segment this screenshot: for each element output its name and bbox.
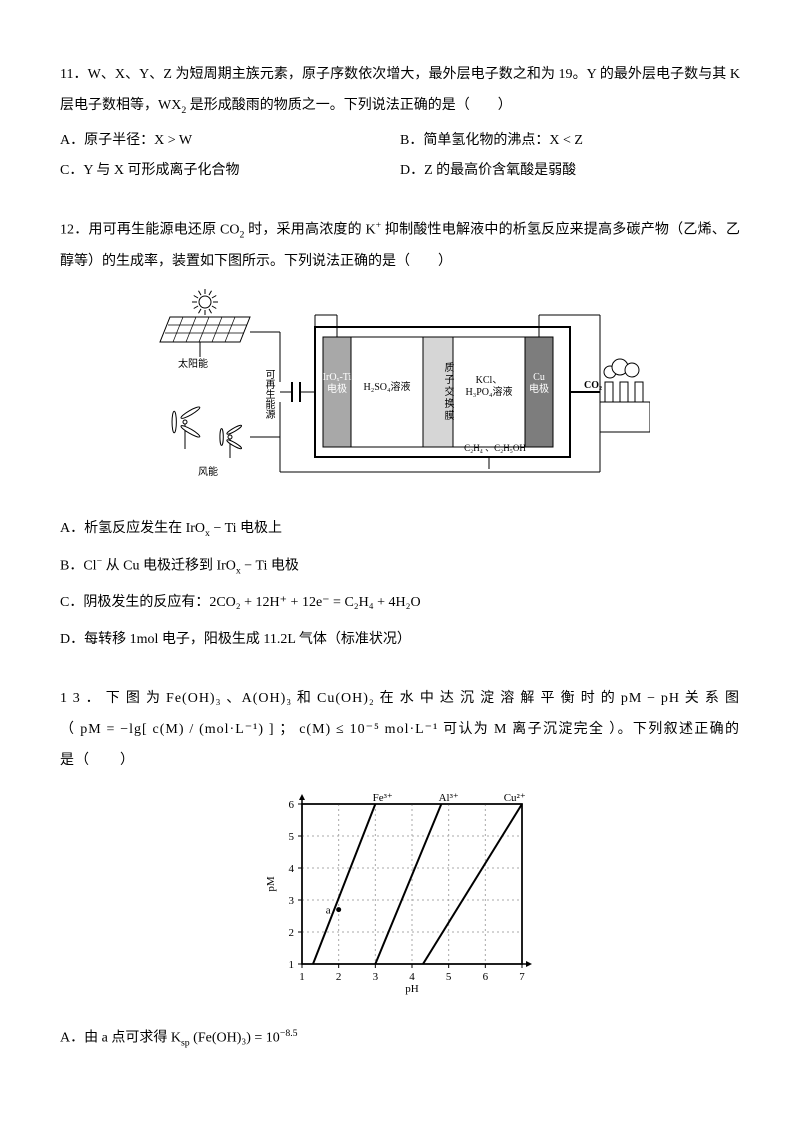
q11-number: 11． xyxy=(60,67,88,82)
svg-text:pH: pH xyxy=(405,983,419,995)
q11-option-c: C．Y 与 X 可形成离子化合物 xyxy=(60,156,400,187)
q13-options: A．由 a 点可求得 Ksp (Fe(OH)₃) = 10−8.5 xyxy=(60,1023,740,1054)
question-13: 1 3 ． 下 图 为 Fe(OH)₃ 、A(OH)₃ 和 Cu(OH)₂ 在 … xyxy=(60,684,740,1055)
q12-b-post: − Ti 电极 xyxy=(241,559,299,574)
q12-b-mid: 从 Cu 电极迁移到 IrO xyxy=(102,559,236,574)
svg-text:3: 3 xyxy=(373,971,379,983)
svg-text:5: 5 xyxy=(446,971,452,983)
q13-a-pre: A．由 a 点可求得 K xyxy=(60,1031,181,1046)
q11-stem: 11．W、X、Y、Z 为短周期主族元素，原子序数依次增大，最外层电子数之和为 1… xyxy=(60,60,740,122)
question-11: 11．W、X、Y、Z 为短周期主族元素，原子序数依次增大，最外层电子数之和为 1… xyxy=(60,60,740,187)
q12-stem-a: 用可再生能源电还原 CO xyxy=(88,223,239,238)
q12-a-post: − Ti 电极上 xyxy=(210,521,282,536)
q11-stem-b: 是形成酸雨的物质之一。下列说法正确的是（ ） xyxy=(186,98,512,113)
wind-label: 风能 xyxy=(198,467,218,479)
q12-options: A．析氢反应发生在 IrOx − Ti 电极上 B．Cl− 从 Cu 电极迁移到… xyxy=(60,514,740,656)
q12-stem: 12．用可再生能源电还原 CO2 时，采用高浓度的 K+ 抑制酸性电解液中的析氢… xyxy=(60,215,740,277)
solar-label: 太阳能 xyxy=(178,359,208,371)
q13-a-sub: sp xyxy=(181,1038,190,1049)
svg-text:a: a xyxy=(326,905,331,917)
svg-text:1: 1 xyxy=(289,959,295,971)
products-label: C₂H₄ 、C₂H₅OH xyxy=(435,443,555,454)
co2-in-label: CO₂ xyxy=(584,380,602,392)
renewable-label: 可再生能源 xyxy=(262,369,274,419)
q11-option-b: B．简单氢化物的沸点：X < Z xyxy=(400,126,740,157)
svg-text:3: 3 xyxy=(289,895,295,907)
q11-option-d: D．Z 的最高价含氧酸是弱酸 xyxy=(400,156,740,187)
svg-text:6: 6 xyxy=(289,799,295,811)
svg-text:4: 4 xyxy=(289,863,295,875)
anode-label: IrOₓ-Ti电极 xyxy=(320,372,354,396)
q12-a-pre: A．析氢反应发生在 IrO xyxy=(60,521,205,536)
question-12: 12．用可再生能源电还原 CO2 时，采用高浓度的 K+ 抑制酸性电解液中的析氢… xyxy=(60,215,740,656)
q11-options: A．原子半径：X > W B．简单氢化物的沸点：X < Z C．Y 与 X 可形… xyxy=(60,126,740,188)
cathode-label: Cu电极 xyxy=(525,372,553,396)
q12-option-a: A．析氢反应发生在 IrOx − Ti 电极上 xyxy=(60,514,740,545)
q13-stem: 1 3 ． 下 图 为 Fe(OH)₃ 、A(OH)₃ 和 Cu(OH)₂ 在 … xyxy=(60,684,740,776)
q11-option-a: A．原子半径：X > W xyxy=(60,126,400,157)
svg-text:Cu²⁺: Cu²⁺ xyxy=(504,792,526,804)
q13-a-mid: (Fe(OH)₃) = 10 xyxy=(190,1031,280,1046)
q12-option-c: C．阴极发生的反应有：2CO₂ + 12H⁺ + 12e⁻ = C₂H₄ + 4… xyxy=(60,588,740,619)
svg-text:2: 2 xyxy=(289,927,295,939)
q12-option-d: D．每转移 1mol 电子，阳极生成 11.2L 气体（标准状况） xyxy=(60,625,740,656)
q13-stem-a: 下 图 为 Fe(OH)₃ 、A(OH)₃ 和 Cu(OH)₂ 在 水 中 达 … xyxy=(60,691,740,768)
svg-text:4: 4 xyxy=(409,971,415,983)
q12-b-pre: B．Cl xyxy=(60,559,97,574)
q13-number: 1 3 ． xyxy=(60,691,101,706)
left-solution-label: H₂SO₄溶液 xyxy=(355,382,419,394)
q12-option-b: B．Cl− 从 Cu 电极迁移到 IrOx − Ti 电极 xyxy=(60,551,740,582)
svg-text:1: 1 xyxy=(299,971,305,983)
svg-text:7: 7 xyxy=(519,971,525,983)
q12-figure: 太阳能风能 可再生能源 IrOₓ-Ti电极H₂SO₄溶液质子交换膜KCl、H₃PO₄… xyxy=(60,287,740,500)
svg-text:Fe³⁺: Fe³⁺ xyxy=(373,792,393,804)
svg-text:6: 6 xyxy=(483,971,489,983)
svg-text:2: 2 xyxy=(336,971,342,983)
svg-text:Al³⁺: Al³⁺ xyxy=(439,792,459,804)
membrane-label: 质子交换膜 xyxy=(423,362,453,422)
svg-text:pM: pM xyxy=(265,877,277,893)
q13-a-sup: −8.5 xyxy=(280,1028,298,1039)
q12-stem-b: 时，采用高浓度的 K xyxy=(244,223,375,238)
q12-number: 12． xyxy=(60,223,88,238)
q13-figure: 1 2 3 4 5 6 7 1 2 3 4 5 6 Fe³⁺ Al³⁺ Cu²⁺ a pH pM xyxy=(60,786,740,1009)
svg-text:5: 5 xyxy=(289,831,295,843)
q13-option-a: A．由 a 点可求得 Ksp (Fe(OH)₃) = 10−8.5 xyxy=(60,1023,740,1054)
right-solution-label: KCl、H₃PO₄溶液 xyxy=(455,375,523,399)
